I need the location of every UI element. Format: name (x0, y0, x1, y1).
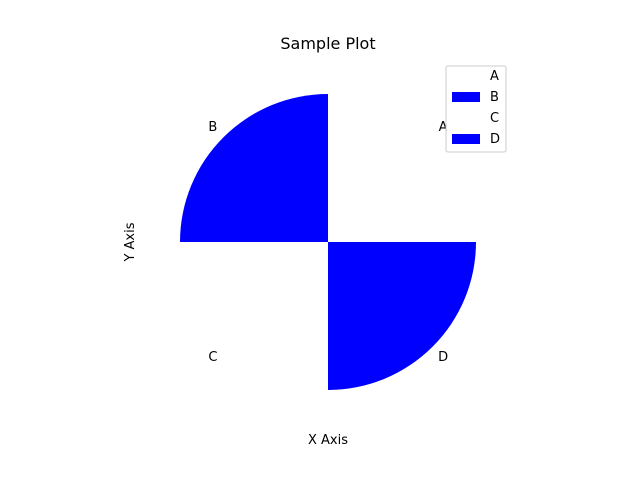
legend-label-d: D (490, 132, 500, 147)
y-axis-label: Y Axis (123, 222, 138, 262)
legend-swatch-c (452, 113, 480, 123)
x-axis-label: X Axis (308, 433, 348, 448)
pie-slice-labels: A B C D (208, 120, 448, 365)
legend-frame (445, 65, 507, 153)
slice-label-b: B (208, 120, 217, 135)
legend-label-b: B (490, 90, 499, 105)
pie-slices (180, 94, 476, 390)
pie-slice-a (328, 94, 476, 242)
pie-slice-b (180, 94, 328, 242)
pie-slice-d (328, 242, 476, 390)
legend-label-a: A (490, 69, 499, 84)
slice-label-c: C (208, 350, 217, 365)
legend-swatch-d (452, 134, 480, 144)
chart-title: Sample Plot (280, 34, 375, 53)
slice-label-a: A (439, 120, 448, 135)
legend-swatch-b (452, 92, 480, 102)
pie-slice-c (180, 242, 328, 390)
legend-label-c: C (490, 111, 499, 126)
slice-label-d: D (438, 350, 448, 365)
legend-swatch-a (452, 71, 480, 81)
